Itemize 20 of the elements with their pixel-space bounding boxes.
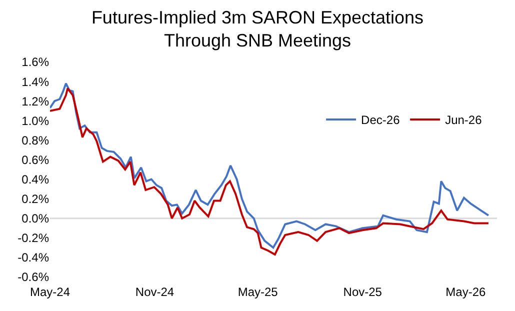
y-tick-label: -0.4% <box>18 250 50 265</box>
legend-label: Jun-26 <box>445 113 482 128</box>
y-tick-label: 1.2% <box>22 94 50 108</box>
x-tick-label: May-25 <box>238 285 278 299</box>
y-tick-label: -0.2% <box>18 231 50 246</box>
x-tick-label: May-24 <box>30 285 70 299</box>
x-tick-label: May-26 <box>446 285 486 299</box>
y-tick-label: 0.0% <box>22 212 50 226</box>
y-tick-label: 0.8% <box>22 133 50 148</box>
legend-label: Dec-26 <box>361 113 400 128</box>
y-tick-label: 0.6% <box>22 152 50 167</box>
y-tick-label: 1.6% <box>22 55 50 70</box>
y-tick-label: 0.2% <box>22 192 50 206</box>
x-tick-label: Nov-25 <box>343 285 382 299</box>
chart-title: Futures-Implied 3m SARON Expectations Through SNB Meetings <box>91 7 424 51</box>
y-tick-label: -0.6% <box>18 270 50 284</box>
y-tick-label: 0.4% <box>22 172 50 186</box>
y-tick-label: 1.0% <box>22 114 50 128</box>
x-tick-label: Nov-24 <box>135 285 174 299</box>
y-tick-label: 1.4% <box>22 74 50 89</box>
